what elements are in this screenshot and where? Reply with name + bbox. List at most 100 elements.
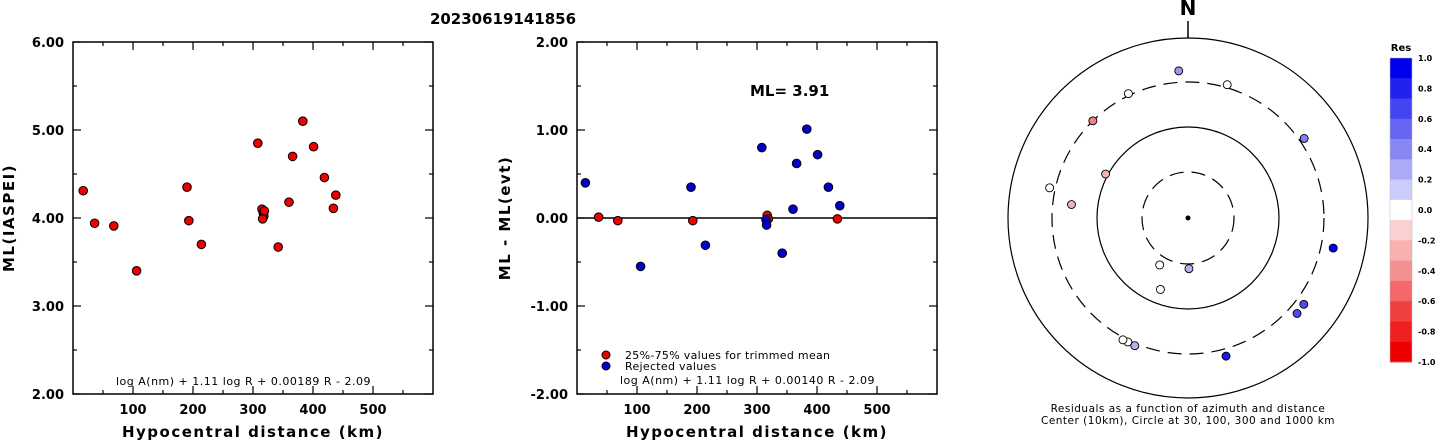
data-point: [832, 214, 843, 224]
data-point: [252, 138, 263, 148]
data-point: [777, 248, 788, 258]
polar-station-point: [1118, 335, 1128, 345]
data-point: [284, 197, 294, 207]
colorbar-cell: [1390, 341, 1412, 363]
colorbar-cell: [1390, 139, 1412, 160]
p1-x-tick-label: 100: [119, 403, 146, 418]
panel1-formula: log A(nm) + 1.11 log R + 0.00189 R - 2.0…: [116, 375, 371, 388]
p1-x-tick-label: 400: [299, 403, 326, 418]
data-point: [593, 212, 604, 222]
polar-station-point: [1222, 80, 1232, 90]
p1-y-tick-label: 4.00: [32, 212, 64, 227]
data-point: [131, 266, 142, 276]
p1-x-tick-label: 500: [359, 403, 386, 418]
colorbar-tick-label: -1.0: [1418, 358, 1436, 367]
colorbar-cells: [1389, 57, 1413, 363]
polar-center-point: [1185, 215, 1191, 221]
legend-marker-trimmed-mean: [601, 350, 611, 360]
colorbar-tick-label: 0.8: [1418, 84, 1433, 93]
data-point: [89, 218, 100, 229]
panel1-frame: [72, 41, 434, 395]
p1-x-tick-label: 300: [239, 403, 266, 418]
legend-label-trimmed-mean: 25%-75% values for trimmed mean: [625, 349, 830, 362]
polar-station-point: [1088, 116, 1098, 126]
polar-station-points: [1045, 66, 1338, 361]
p1-y-tick-label: 2.00: [32, 388, 64, 403]
colorbar-cell: [1390, 78, 1412, 100]
p2-y-tick-label: 1.00: [536, 124, 568, 139]
colorbar-outline: [1389, 57, 1413, 363]
panel1-y-axis-label: ML(IASPEI): [0, 164, 18, 272]
colorbar-cell: [1390, 58, 1412, 79]
data-point: [700, 240, 711, 251]
colorbar-tick-label: 0.2: [1418, 176, 1432, 185]
colorbar-cell: [1390, 179, 1412, 201]
data-point: [812, 149, 823, 160]
ml-value-label: ML= 3.91: [750, 82, 829, 100]
panel2-formula: log A(nm) + 1.11 log R + 0.00140 R - 2.0…: [620, 374, 875, 387]
data-point: [273, 242, 284, 252]
p2-x-tick-label: 500: [863, 403, 890, 418]
data-point: [319, 172, 330, 183]
panel2-x-tick-labels: 100 200 300 400 500: [623, 403, 890, 418]
data-point: [635, 261, 646, 272]
data-point: [802, 124, 812, 134]
colorbar-tick-label: 1.0: [1418, 54, 1433, 63]
p1-y-tick-label: 5.00: [32, 124, 64, 139]
p2-y-tick-label: 2.00: [536, 36, 568, 51]
north-label: N: [1180, 0, 1197, 20]
p2-y-tick-label: 0.00: [536, 212, 568, 227]
legend-marker-rejected: [601, 361, 611, 371]
data-point: [78, 185, 88, 196]
colorbar-cell: [1390, 199, 1412, 221]
polar-station-point: [1155, 260, 1165, 270]
data-point: [761, 220, 772, 230]
ring-300km: [1051, 81, 1325, 355]
data-point: [287, 151, 298, 162]
data-point: [308, 141, 319, 152]
panel1-y-tick-labels: 2.00 3.00 4.00 5.00 6.00: [32, 36, 64, 403]
data-point: [182, 182, 192, 192]
polar-station-point: [1174, 66, 1184, 76]
panel2-ticks: [577, 41, 937, 395]
colorbar-title: Res: [1391, 43, 1411, 54]
colorbar-cell: [1390, 159, 1412, 181]
data-point: [823, 182, 834, 192]
p1-y-tick-label: 3.00: [32, 300, 64, 315]
data-point: [109, 221, 119, 231]
p2-y-tick-label: -2.00: [531, 388, 568, 403]
p1-y-tick-label: 6.00: [32, 36, 64, 51]
p2-x-tick-label: 400: [803, 403, 830, 418]
data-point: [613, 215, 623, 226]
data-point: [331, 190, 341, 200]
colorbar-cell: [1390, 280, 1412, 302]
data-point: [757, 142, 767, 153]
data-point: [259, 206, 270, 216]
colorbar-cell: [1390, 240, 1412, 262]
polar-caption-line2: Center (10km), Circle at 30, 100, 300 an…: [1041, 415, 1335, 427]
colorbar-tick-label: -0.8: [1418, 328, 1436, 337]
colorbar-tick-label: -0.4: [1418, 267, 1436, 276]
p1-x-tick-label: 200: [179, 403, 206, 418]
polar-station-point: [1130, 341, 1140, 351]
polar-caption-line1: Residuals as a function of azimuth and d…: [1051, 403, 1326, 415]
polar-station-point: [1067, 200, 1076, 209]
colorbar-cell: [1390, 98, 1412, 120]
data-point: [298, 116, 308, 126]
p2-x-tick-label: 200: [683, 403, 710, 418]
colorbar-tick-label: 0.4: [1418, 145, 1433, 154]
colorbar-tick-label: 0.6: [1418, 115, 1433, 124]
residual-vs-distance-panel: -2.00 -1.00 0.00 1.00 2.00 100 200 300 400 500 M…: [496, 36, 938, 441]
data-point: [257, 214, 268, 224]
panel2-legend: 25%-75% values for trimmed mean Rejected…: [601, 349, 830, 373]
colorbar-cell: [1390, 321, 1412, 343]
panel1-data-points: [78, 116, 341, 276]
colorbar-tick-label: -0.2: [1418, 236, 1436, 245]
ring-30km: [1141, 171, 1235, 265]
data-point: [835, 200, 845, 211]
panel1-x-tick-labels: 100 200 300 400 500: [119, 403, 386, 418]
residual-colorbar: Res 1.0 0.8 0.6 0.4 0.2 0.0 -0.2 -0.4 -0.6 -0.8 -1…: [1389, 43, 1436, 367]
polar-station-point: [1299, 299, 1309, 309]
data-point: [791, 158, 802, 169]
ring-100km: [1096, 126, 1280, 310]
